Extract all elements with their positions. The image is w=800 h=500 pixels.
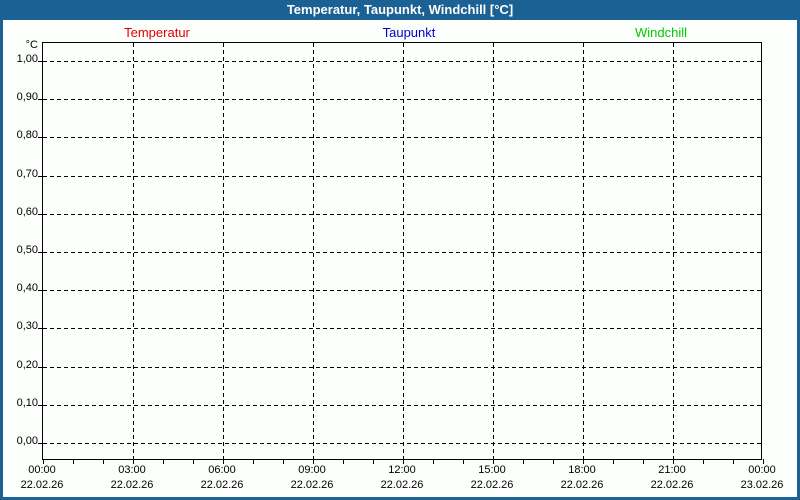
window-border-left	[0, 20, 3, 500]
v-gridline	[223, 43, 224, 459]
y-axis-tick	[38, 61, 42, 62]
x-axis-minor-tick	[433, 459, 434, 464]
v-gridline	[673, 43, 674, 459]
y-tick-label: 0,10	[16, 397, 38, 409]
y-tick-label: 0,90	[16, 91, 38, 103]
x-tick-date-label: 22.02.26	[200, 479, 244, 491]
window-border-right	[797, 20, 800, 500]
x-axis-minor-tick	[763, 459, 764, 464]
x-tick-time-label: 00:00	[28, 464, 56, 476]
y-tick-label: 1,00	[16, 53, 38, 65]
x-axis-minor-tick	[103, 459, 104, 464]
x-tick-date-label: 22.02.26	[290, 479, 334, 491]
h-gridline	[43, 328, 761, 329]
h-gridline	[43, 176, 761, 177]
legend-item-taupunkt: Taupunkt	[382, 25, 436, 40]
y-tick-label: 0,70	[16, 168, 38, 180]
y-axis-tick	[38, 405, 42, 406]
h-gridline	[43, 99, 761, 100]
x-tick-time-label: 15:00	[478, 464, 506, 476]
x-tick-time-label: 03:00	[118, 464, 146, 476]
plot-area	[38, 42, 764, 464]
x-axis-minor-tick	[163, 459, 164, 464]
x-tick-date-label: 22.02.26	[560, 479, 604, 491]
window-title: Temperatur, Taupunkt, Windchill [°C]	[286, 2, 514, 17]
y-tick-label: 0,30	[16, 320, 38, 332]
x-axis-minor-tick	[313, 459, 314, 464]
h-gridline	[43, 367, 761, 368]
x-axis-minor-tick	[733, 459, 734, 464]
y-axis-tick	[38, 176, 42, 177]
h-gridline	[43, 443, 761, 444]
v-gridline	[583, 43, 584, 459]
x-tick-date-label: 23.02.26	[740, 479, 784, 491]
legend-item-windchill: Windchill	[634, 25, 688, 40]
x-axis-minor-tick	[193, 459, 194, 464]
y-tick-label: 0,20	[16, 359, 38, 371]
v-gridline	[313, 43, 314, 459]
x-tick-time-label: 00:00	[748, 464, 776, 476]
x-axis-minor-tick	[73, 459, 74, 464]
y-axis-tick	[38, 328, 42, 329]
y-axis-tick	[38, 252, 42, 253]
x-axis-minor-tick	[133, 459, 134, 464]
v-gridline	[403, 43, 404, 459]
window-titlebar[interactable]: Temperatur, Taupunkt, Windchill [°C]	[0, 0, 800, 20]
y-axis-tick	[38, 367, 42, 368]
h-gridline	[43, 290, 761, 291]
x-axis-minor-tick	[373, 459, 374, 464]
x-axis-minor-tick	[343, 459, 344, 464]
x-axis-minor-tick	[613, 459, 614, 464]
y-axis-unit-label: °C	[25, 39, 38, 51]
x-axis-minor-tick	[253, 459, 254, 464]
x-tick-time-label: 21:00	[658, 464, 686, 476]
y-tick-label: 0,50	[16, 244, 38, 256]
h-gridline	[43, 252, 761, 253]
h-gridline	[43, 137, 761, 138]
x-axis-minor-tick	[463, 459, 464, 464]
x-axis-minor-tick	[43, 459, 44, 464]
h-gridline	[43, 214, 761, 215]
h-gridline	[43, 405, 761, 406]
x-axis-minor-tick	[673, 459, 674, 464]
y-axis-tick	[38, 214, 42, 215]
y-axis-tick	[38, 137, 42, 138]
v-gridline	[493, 43, 494, 459]
y-tick-label: 0,40	[16, 282, 38, 294]
y-tick-label: 0,80	[16, 129, 38, 141]
x-tick-date-label: 22.02.26	[20, 479, 64, 491]
x-tick-time-label: 18:00	[568, 464, 596, 476]
x-tick-date-label: 22.02.26	[470, 479, 514, 491]
x-axis-minor-tick	[403, 459, 404, 464]
v-gridline	[133, 43, 134, 459]
x-tick-date-label: 22.02.26	[380, 479, 424, 491]
x-tick-date-label: 22.02.26	[110, 479, 154, 491]
x-axis-minor-tick	[493, 459, 494, 464]
x-tick-time-label: 06:00	[208, 464, 236, 476]
y-tick-label: 0,00	[16, 435, 38, 447]
y-tick-label: 0,60	[16, 206, 38, 218]
y-axis-tick	[38, 290, 42, 291]
window-border-bottom	[0, 497, 800, 500]
x-axis-minor-tick	[283, 459, 284, 464]
x-axis-minor-tick	[523, 459, 524, 464]
y-axis-tick	[38, 443, 42, 444]
x-axis-minor-tick	[643, 459, 644, 464]
x-tick-time-label: 09:00	[298, 464, 326, 476]
x-axis-minor-tick	[583, 459, 584, 464]
x-axis-minor-tick	[553, 459, 554, 464]
y-axis-tick	[38, 99, 42, 100]
x-tick-date-label: 22.02.26	[650, 479, 694, 491]
h-gridline	[43, 61, 761, 62]
legend-item-temperatur: Temperatur	[124, 25, 190, 40]
x-tick-time-label: 12:00	[388, 464, 416, 476]
x-axis-minor-tick	[223, 459, 224, 464]
x-axis-minor-tick	[703, 459, 704, 464]
